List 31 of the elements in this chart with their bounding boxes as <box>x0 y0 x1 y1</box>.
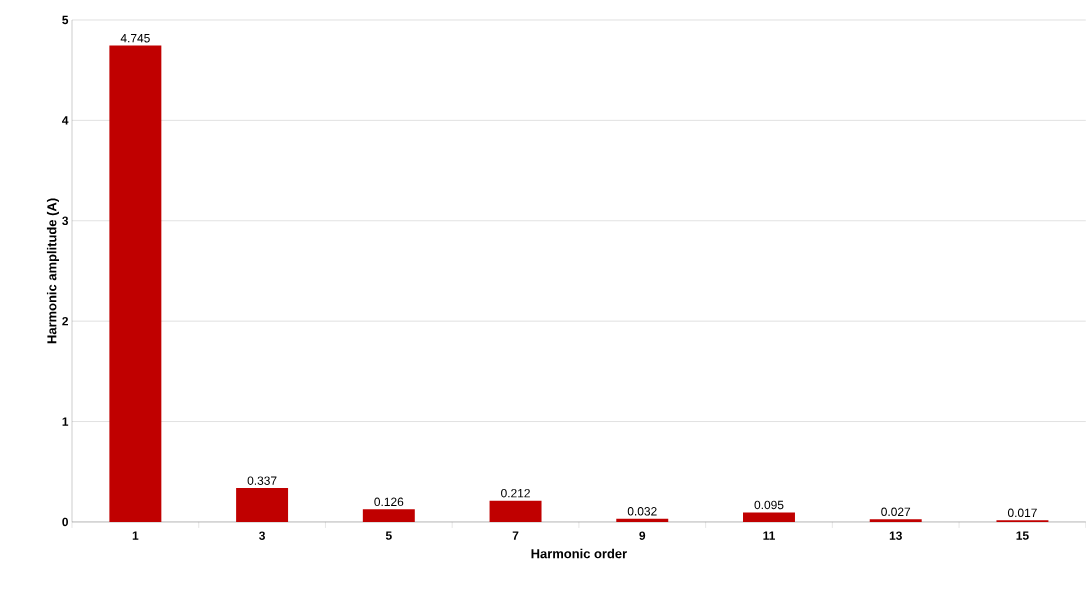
data-label: 4.745 <box>120 34 150 43</box>
x-tick-label: 3 <box>259 531 265 540</box>
y-tick-label: 3 <box>62 216 69 226</box>
data-label: 0.027 <box>881 507 911 517</box>
bar <box>743 512 795 522</box>
y-tick-label: 1 <box>62 417 69 426</box>
y-tick-label: 2 <box>62 317 69 326</box>
x-axis-title: Harmonic order <box>531 548 627 559</box>
y-tick-label: 4 <box>62 116 69 125</box>
data-label: 0.212 <box>501 489 530 498</box>
data-label: 0.126 <box>374 497 404 507</box>
bar <box>109 45 162 522</box>
y-tick-label: 0 <box>62 517 68 527</box>
data-label: 0.032 <box>627 507 657 516</box>
bar <box>869 519 922 522</box>
x-tick-label: 7 <box>512 531 519 540</box>
data-label: 0.017 <box>1007 508 1037 518</box>
data-label: 0.095 <box>754 500 784 510</box>
bar <box>236 488 289 522</box>
bar <box>616 518 669 522</box>
bar <box>362 509 415 522</box>
bar <box>489 500 542 522</box>
y-axis-title: Harmonic amplitude (A) <box>46 198 59 344</box>
x-tick-label: 1 <box>132 531 139 540</box>
x-tick-label: 15 <box>1016 531 1029 540</box>
x-tick-label: 5 <box>385 531 392 540</box>
data-label: 0.337 <box>247 476 277 485</box>
y-tick-label: 5 <box>62 15 69 25</box>
x-tick-label: 11 <box>763 531 775 540</box>
x-tick-label: 13 <box>889 531 902 540</box>
x-tick-label: 9 <box>639 531 646 540</box>
